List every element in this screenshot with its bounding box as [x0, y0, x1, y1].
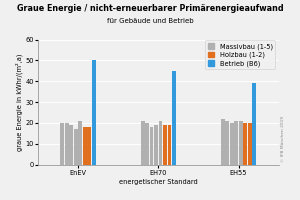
Text: © IFB München 2019: © IFB München 2019 — [281, 116, 285, 162]
Bar — [234, 121, 238, 165]
Bar — [150, 127, 154, 165]
Bar — [172, 71, 176, 165]
Bar — [69, 125, 73, 165]
Bar — [145, 123, 149, 165]
Text: für Gebäude und Betrieb: für Gebäude und Betrieb — [107, 18, 193, 24]
Bar — [87, 127, 91, 165]
Bar — [252, 83, 256, 165]
Bar — [60, 123, 64, 165]
Bar — [141, 121, 145, 165]
Bar — [168, 125, 172, 165]
Bar — [65, 123, 69, 165]
X-axis label: energetischer Standard: energetischer Standard — [119, 179, 198, 185]
Bar — [225, 121, 229, 165]
Bar — [243, 123, 247, 165]
Y-axis label: graue Energie in kWhr/(m²,a): graue Energie in kWhr/(m²,a) — [15, 53, 22, 151]
Bar — [221, 119, 225, 165]
Legend: Massivbau (1-5), Holzbau (1-2), Betrieb (B6): Massivbau (1-5), Holzbau (1-2), Betrieb … — [205, 40, 275, 69]
Bar — [163, 125, 167, 165]
Bar — [159, 121, 163, 165]
Bar — [239, 121, 243, 165]
Bar — [83, 127, 87, 165]
Bar — [154, 125, 158, 165]
Bar — [74, 129, 78, 165]
Bar — [248, 123, 252, 165]
Bar — [230, 123, 234, 165]
Text: Graue Energie / nicht-erneuerbarer Primärenergieaufwand: Graue Energie / nicht-erneuerbarer Primä… — [17, 4, 283, 13]
Bar — [92, 60, 96, 165]
Bar — [78, 121, 82, 165]
